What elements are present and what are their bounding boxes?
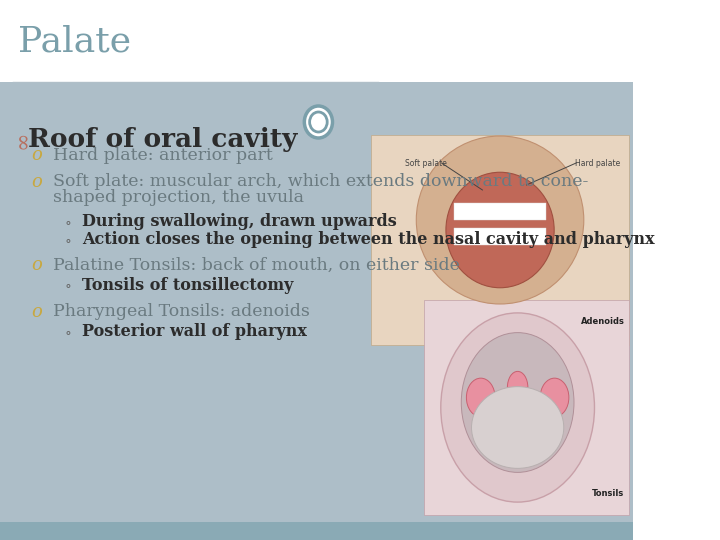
FancyBboxPatch shape xyxy=(0,82,634,522)
Text: o: o xyxy=(32,256,42,274)
Text: ∘: ∘ xyxy=(64,278,71,292)
Text: Tonsils: Tonsils xyxy=(593,489,624,497)
Text: ∘: ∘ xyxy=(64,233,71,247)
FancyBboxPatch shape xyxy=(454,228,546,245)
Text: Pharyngeal Tonsils: adenoids: Pharyngeal Tonsils: adenoids xyxy=(53,303,310,321)
Ellipse shape xyxy=(508,372,528,403)
Text: Palate: Palate xyxy=(17,24,131,58)
FancyBboxPatch shape xyxy=(372,135,629,345)
Text: o: o xyxy=(32,303,42,321)
Text: During swallowing, drawn upwards: During swallowing, drawn upwards xyxy=(82,213,397,231)
Text: Roof of oral cavity: Roof of oral cavity xyxy=(28,127,297,152)
Text: Posterior wall of pharynx: Posterior wall of pharynx xyxy=(82,323,307,341)
Text: Tonsils of tonsillectomy: Tonsils of tonsillectomy xyxy=(82,276,293,294)
Text: ∞: ∞ xyxy=(12,131,35,149)
Text: Hard plate: anterior part: Hard plate: anterior part xyxy=(53,146,273,164)
Text: ∘: ∘ xyxy=(64,325,71,339)
Text: ∘: ∘ xyxy=(64,215,71,229)
Ellipse shape xyxy=(416,136,584,304)
FancyBboxPatch shape xyxy=(0,522,634,540)
Ellipse shape xyxy=(540,378,569,417)
Text: Soft plate: muscular arch, which extends downward to cone-: Soft plate: muscular arch, which extends… xyxy=(53,173,588,191)
Circle shape xyxy=(310,112,327,132)
Text: shaped projection, the uvula: shaped projection, the uvula xyxy=(53,190,304,206)
Text: Action closes the opening between the nasal cavity and pharynx: Action closes the opening between the na… xyxy=(82,232,654,248)
Ellipse shape xyxy=(472,387,564,468)
FancyBboxPatch shape xyxy=(0,0,634,82)
Text: o: o xyxy=(32,173,42,191)
FancyBboxPatch shape xyxy=(454,203,546,220)
Circle shape xyxy=(305,106,333,138)
Text: o: o xyxy=(32,146,42,164)
Ellipse shape xyxy=(446,172,554,288)
FancyBboxPatch shape xyxy=(424,300,629,515)
Ellipse shape xyxy=(441,313,595,502)
Text: Soft palate: Soft palate xyxy=(405,159,446,167)
Text: Adenoids: Adenoids xyxy=(580,318,624,327)
Text: Hard palate: Hard palate xyxy=(575,159,620,167)
Text: Palatine Tonsils: back of mouth, on either side: Palatine Tonsils: back of mouth, on eith… xyxy=(53,256,459,273)
Ellipse shape xyxy=(462,333,574,472)
Ellipse shape xyxy=(467,378,495,417)
